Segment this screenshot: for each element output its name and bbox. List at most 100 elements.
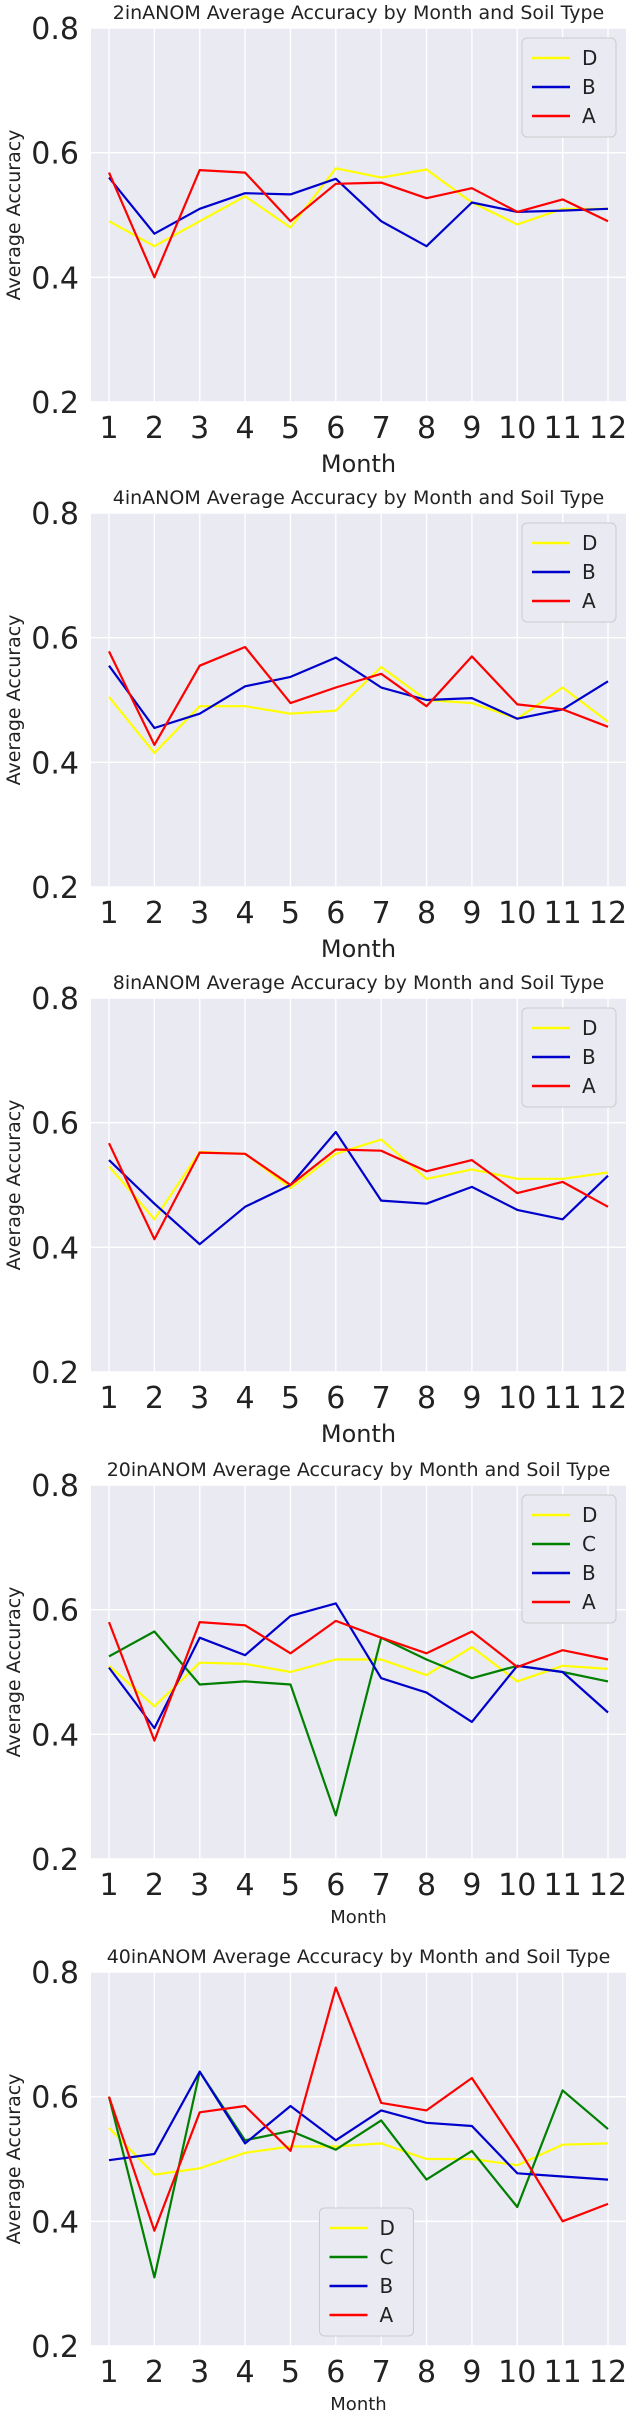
y-axis-label: Average Accuracy	[3, 2074, 25, 2245]
x-tick-label: 6	[326, 411, 345, 446]
y-tick-label: 0.2	[31, 1843, 79, 1878]
y-tick-label: 0.8	[31, 1469, 79, 1504]
legend: DBA	[521, 522, 617, 623]
x-tick-label: 3	[190, 2355, 209, 2390]
x-tick-label: 5	[281, 1381, 300, 1416]
y-tick-label: 0.2	[31, 871, 79, 906]
series-line-D	[108, 1138, 609, 1221]
legend-label: D	[582, 1503, 597, 1527]
legend-label: B	[582, 560, 596, 584]
legend-label: B	[582, 1561, 596, 1585]
x-axis-label: Month	[321, 935, 396, 963]
x-tick-label: 1	[99, 411, 118, 446]
legend-label: D	[380, 2216, 395, 2240]
y-tick-label: 0.6	[31, 1594, 79, 1629]
legend: DBA	[521, 37, 617, 138]
legend-label: B	[582, 75, 596, 99]
x-tick-label: 1	[99, 896, 118, 931]
x-tick-label: 7	[372, 411, 391, 446]
y-tick-label: 0.6	[31, 137, 79, 172]
series-line-D	[108, 167, 608, 248]
x-tick-label: 1	[99, 2355, 118, 2390]
series-line-D	[108, 2127, 609, 2176]
x-tick-label: 7	[372, 1381, 391, 1416]
series-line-A	[107, 169, 609, 279]
x-tick-label: 3	[190, 896, 209, 931]
y-tick-label: 0.4	[31, 1231, 79, 1266]
series-line-D	[108, 1645, 609, 1708]
x-tick-label: 3	[190, 1381, 209, 1416]
x-tick-label: 11	[544, 896, 582, 931]
x-tick-label: 11	[544, 411, 582, 446]
x-tick-label: 2	[145, 2355, 164, 2390]
legend-label: C	[380, 2245, 394, 2269]
x-tick-label: 9	[462, 1381, 481, 1416]
x-tick-label: 12	[589, 1868, 627, 1903]
x-tick-label: 2	[145, 1868, 164, 1903]
legend-label: A	[582, 1074, 596, 1098]
series-line-D	[108, 665, 609, 755]
x-tick-label: 6	[326, 2355, 345, 2390]
y-tick-label: 0.8	[31, 12, 79, 47]
x-tick-label: 6	[326, 896, 345, 931]
legend-label: B	[380, 2274, 394, 2298]
x-tick-label: 1	[99, 1381, 118, 1416]
series-line-A	[108, 645, 609, 747]
x-tick-label: 5	[281, 2355, 300, 2390]
legend-label: D	[582, 531, 597, 555]
x-axis-label: Month	[321, 450, 396, 478]
y-tick-label: 0.2	[31, 1356, 79, 1391]
x-tick-label: 4	[236, 2355, 255, 2390]
x-tick-label: 12	[589, 411, 627, 446]
x-tick-label: 6	[326, 1381, 345, 1416]
x-tick-label: 5	[281, 896, 300, 931]
x-tick-label: 4	[236, 896, 255, 931]
x-tick-label: 7	[372, 2355, 391, 2390]
x-tick-label: 12	[589, 896, 627, 931]
legend-label: A	[582, 104, 596, 128]
series-line-B	[108, 656, 609, 730]
x-tick-label: 4	[236, 411, 255, 446]
y-axis-label: Average Accuracy	[3, 1100, 25, 1271]
x-tick-label: 11	[544, 1868, 582, 1903]
x-tick-label: 10	[498, 411, 536, 446]
y-tick-label: 0.8	[31, 497, 79, 532]
y-axis-label: Average Accuracy	[3, 130, 25, 301]
legend-box	[319, 2207, 414, 2337]
chart-title: 20inANOM Average Accuracy by Month and S…	[107, 1459, 611, 1481]
y-tick-label: 0.6	[31, 2081, 79, 2116]
x-tick-label: 10	[498, 1381, 536, 1416]
y-tick-label: 0.8	[31, 1956, 79, 1991]
legend-label: B	[582, 1045, 596, 1069]
x-axis-label: Month	[330, 2394, 386, 2415]
x-axis-label: Month	[330, 1907, 386, 1928]
x-tick-label: 11	[544, 2355, 582, 2390]
x-tick-label: 8	[417, 411, 436, 446]
series-line-A	[108, 1142, 609, 1241]
x-tick-label: 9	[462, 896, 481, 931]
x-tick-label: 12	[589, 1381, 627, 1416]
x-tick-label: 8	[417, 2355, 436, 2390]
x-tick-label: 2	[145, 1381, 164, 1416]
legend: DBA	[521, 1007, 617, 1108]
series-line-A	[107, 1619, 609, 1742]
x-tick-label: 8	[417, 896, 436, 931]
legend-label: A	[582, 1590, 596, 1614]
x-tick-label: 9	[462, 1868, 481, 1903]
x-tick-label: 5	[281, 1868, 300, 1903]
x-tick-label: 10	[498, 1868, 536, 1903]
x-tick-label: 5	[281, 411, 300, 446]
series-line-C	[107, 2070, 609, 2279]
x-axis-label: Month	[321, 1420, 396, 1448]
x-tick-label: 10	[498, 2355, 536, 2390]
y-axis-label: Average Accuracy	[3, 1587, 25, 1758]
legend-box	[521, 1494, 617, 1624]
y-tick-label: 0.8	[31, 982, 79, 1017]
legend-label: A	[582, 589, 596, 613]
x-tick-label: 8	[417, 1868, 436, 1903]
